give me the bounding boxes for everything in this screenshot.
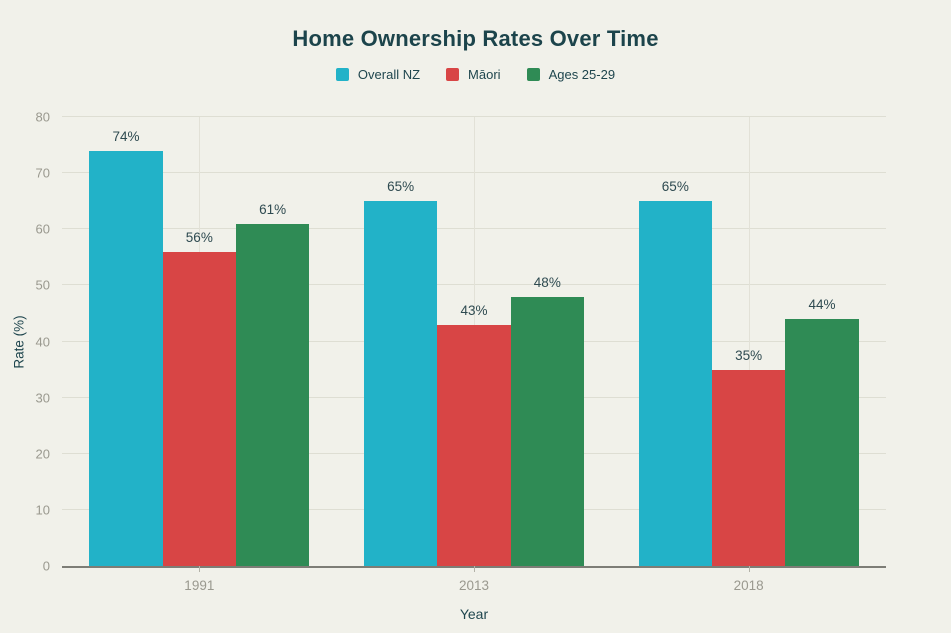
y-tick-label-50: 50 [35,277,50,293]
bar-overall-nz-2018: 65% [638,179,712,566]
y-tick-label-20: 20 [35,446,50,462]
x-axis-tick-1991 [199,566,201,572]
x-axis-tick-2018 [748,566,750,572]
bar-value-label-ages-25-29-2018: 44% [808,297,836,313]
bar-value-label-overall-nz-2018: 65% [661,179,689,195]
y-tick-label-40: 40 [35,334,50,349]
bar-ages-25-29-1991: 61% [235,202,310,566]
x-tick-label-2018: 2018 [733,578,764,593]
bar-overall-nz-1991: 74% [89,129,163,566]
bar-m-ori-1991: 56% [162,230,236,566]
legend-swatch-icon [446,68,460,81]
x-axis-title: Year [459,606,489,622]
bar-value-label-ages-25-29-2013: 48% [533,274,561,290]
bar-value-label-ages-25-29-1991: 61% [259,201,287,217]
bar-ages-25-29-2013: 48% [510,275,584,566]
bar-value-label-overall-nz-2013: 65% [387,179,415,195]
legend-item-ages-25-29: Ages 25-29 [526,67,616,82]
legend-item-m-ori: Māori [446,67,501,82]
y-axis-title: Rate (%) [11,315,27,369]
bar-m-ori-2013: 43% [437,303,511,566]
y-tick-label-0: 0 [42,558,50,574]
x-tick-label-1991: 1991 [184,578,215,593]
legend-label: Māori [468,67,501,82]
bar-ages-25-29-2018: 44% [785,297,859,566]
bar-value-label-m-ori-2018: 35% [735,347,763,363]
y-tick-label-10: 10 [35,502,50,518]
legend-item-overall-nz: Overall NZ [335,67,421,82]
bar-group-2013: 65% 43% 48% [364,117,584,566]
grid-line-x-2018 [748,117,750,566]
x-tick-label-2013: 2013 [458,578,490,593]
y-tick-label-80: 80 [35,109,50,125]
chart-legend: Overall NZ Māori Ages 25-29 [0,67,951,82]
legend-label: Overall NZ [357,67,421,82]
bar-group-1991: 74% 56% 61% [89,117,310,566]
bar-value-label-m-ori-1991: 56% [185,229,213,245]
x-axis-tick-2013 [474,566,475,572]
bar-group-2018: 65% 35% 44% [638,117,859,566]
plot-area: 0 10 20 30 40 50 60 70 80 1991 74% 56% 61% 2013 65% 43%… [36,110,886,593]
y-tick-label-30: 30 [35,390,50,406]
legend-label: Ages 25-29 [548,67,616,82]
y-tick-label-60: 60 [35,221,50,237]
bar-value-label-m-ori-2013: 43% [460,302,488,318]
bar-overall-nz-2013: 65% [364,179,438,566]
legend-swatch-icon [526,68,540,81]
bar-m-ori-2018: 35% [711,348,786,566]
bar-value-label-overall-nz-1991: 74% [112,128,140,144]
y-tick-label-70: 70 [35,165,50,181]
grid-line-y-80 [62,116,886,117]
legend-swatch-icon [335,68,349,81]
chart-title: Home Ownership Rates Over Time [292,26,659,51]
